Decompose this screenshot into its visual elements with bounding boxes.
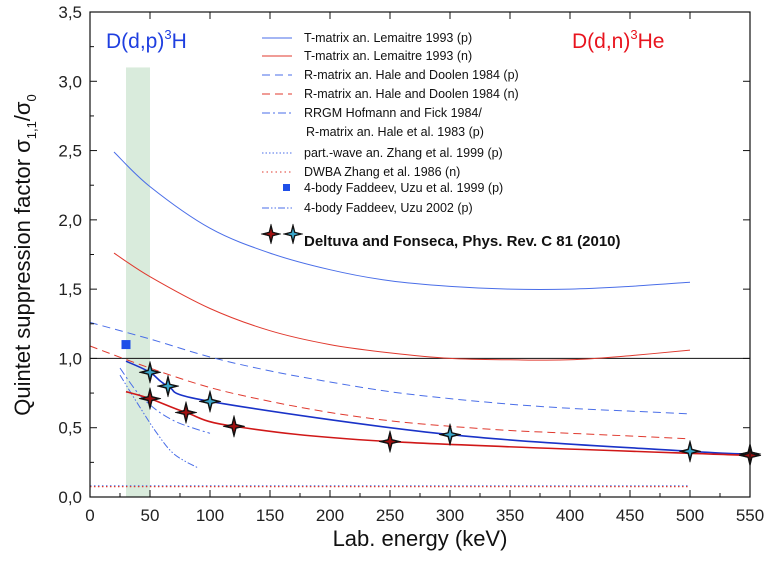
legend-label-uzu-2002: 4-body Faddeev, Uzu 2002 (p) xyxy=(304,201,473,215)
x-tick-label: 550 xyxy=(736,506,764,525)
y-tick-label: 0,5 xyxy=(58,419,82,438)
shaded-band-layer xyxy=(90,67,750,497)
legend-label-hale-doolen-p: R-matrix an. Hale and Doolen 1984 (p) xyxy=(304,68,519,82)
corner-label-dp-main: D(d,p) xyxy=(106,30,164,53)
x-tick-label: 250 xyxy=(376,506,404,525)
series-deltuva-and-fonseca-phys-rev-c-81-2010-n-star xyxy=(378,430,402,453)
series-r-matrix-an-hale-and-doolen-1984-n-line xyxy=(89,345,691,440)
y-tick-label: 2,5 xyxy=(58,142,82,161)
series-deltuva-and-fonseca-phys-rev-c-81-2010-star xyxy=(438,423,462,446)
x-tick-label: 200 xyxy=(316,506,344,525)
series-r-matrix-an-hale-and-doolen-1984-p-line xyxy=(89,321,691,415)
corner-label-dn-tail: He xyxy=(638,30,665,53)
y-tick-label: 0,0 xyxy=(58,488,82,507)
x-tick-label: 50 xyxy=(141,506,160,525)
legend-label-lemaitre-p: T-matrix an. Lemaitre 1993 (p) xyxy=(304,31,472,45)
series-deltuva-and-fonseca-phys-rev-c-81-2010-star xyxy=(138,361,162,384)
corner-label-dp: D(d,p)3H xyxy=(106,27,187,53)
shaded-band xyxy=(126,67,150,497)
series-deltuva-and-fonseca-phys-rev-c-81-2010-n-star xyxy=(222,415,246,438)
series-4-body-faddeev-uzu-2002-p-line xyxy=(119,374,199,469)
x-tick-label: 0 xyxy=(85,506,94,525)
x-tick-label: 450 xyxy=(616,506,644,525)
corner-label-dp-sup: 3 xyxy=(164,27,171,42)
y-tick-label: 2,0 xyxy=(58,211,82,230)
axis-tick-layer: 0 50 100 150 200 250 300 350 400 450 500 550 0,0 0,5 1… xyxy=(58,3,764,525)
y-axis-title-sub: 1,1 xyxy=(24,121,39,139)
x-tick-label: 500 xyxy=(676,506,704,525)
legend-label-hale-1983: R-matrix an. Hale et al. 1983 (p) xyxy=(306,125,484,139)
legend-label-zhang-1999: part.-wave an. Zhang et al. 1999 (p) xyxy=(304,146,503,160)
legend-swatch-uzu-1999 xyxy=(283,184,290,191)
y-axis-title-main: Quintet suppression factor σ xyxy=(10,139,35,416)
y-tick-label: 1,5 xyxy=(58,280,82,299)
y-axis-title: Quintet suppression factor σ1,1/σ0 xyxy=(10,94,39,416)
series-deltuva-and-fonseca-phys-rev-c-81-2010-star xyxy=(156,375,180,398)
legend-star-n xyxy=(260,223,282,245)
y-axis-title-tail: /σ xyxy=(10,101,35,121)
corner-label-dn: D(d,n)3He xyxy=(572,27,664,53)
legend-label-hale-doolen-n: R-matrix an. Hale and Doolen 1984 (n) xyxy=(304,87,519,101)
legend-swatch-deltuva xyxy=(260,223,304,245)
x-tick-label: 300 xyxy=(436,506,464,525)
legend-label-deltuva: Deltuva and Fonseca, Phys. Rev. C 81 (20… xyxy=(304,233,621,250)
corner-label-dp-tail: H xyxy=(172,30,187,53)
series-t-matrix-an-lemaitre-1993-n-line xyxy=(113,252,691,361)
series-deltuva-and-fonseca-phys-rev-c-81-2010-star xyxy=(678,440,702,463)
x-tick-label: 100 xyxy=(196,506,224,525)
series-deltuva-and-fonseca-phys-rev-c-81-2010-n-star xyxy=(174,401,198,424)
series-rrgm-hofmann-and-fick-1984-line xyxy=(119,367,211,434)
legend-label-lemaitre-n: T-matrix an. Lemaitre 1993 (n) xyxy=(304,49,472,63)
series-t-matrix-an-lemaitre-1993-p-line xyxy=(113,151,691,290)
marker-layer xyxy=(121,340,762,467)
series-deltuva-and-fonseca-phys-rev-c-81-2010-star xyxy=(198,390,222,413)
series-deltuva-and-fonseca-phys-rev-c-81-2010-line xyxy=(125,360,751,455)
corner-label-dn-sup: 3 xyxy=(630,27,637,42)
legend-label-zhang-1986: DWBA Zhang et al. 1986 (n) xyxy=(304,165,460,179)
legend: T-matrix an. Lemaitre 1993 (p) T-matrix … xyxy=(260,31,621,250)
x-tick-label: 150 xyxy=(256,506,284,525)
legend-star-p xyxy=(282,223,304,245)
y-tick-label: 3,0 xyxy=(58,72,82,91)
series-4-body-faddeev-uzu-et-al-1999-p-point xyxy=(121,340,131,350)
x-tick-label: 400 xyxy=(556,506,584,525)
y-axis-title-sub2: 0 xyxy=(24,94,39,101)
y-tick-label: 3,5 xyxy=(58,3,82,22)
corner-label-dn-main: D(d,n) xyxy=(572,30,630,53)
legend-label-rrgm: RRGM Hofmann and Fick 1984/ xyxy=(304,106,482,120)
legend-label-uzu-1999: 4-body Faddeev, Uzu et al. 1999 (p) xyxy=(304,181,503,195)
x-axis-title: Lab. energy (keV) xyxy=(333,526,508,551)
y-tick-label: 1,0 xyxy=(58,349,82,368)
x-tick-label: 350 xyxy=(496,506,524,525)
series-deltuva-and-fonseca-phys-rev-c-81-2010-n-star xyxy=(138,387,162,410)
